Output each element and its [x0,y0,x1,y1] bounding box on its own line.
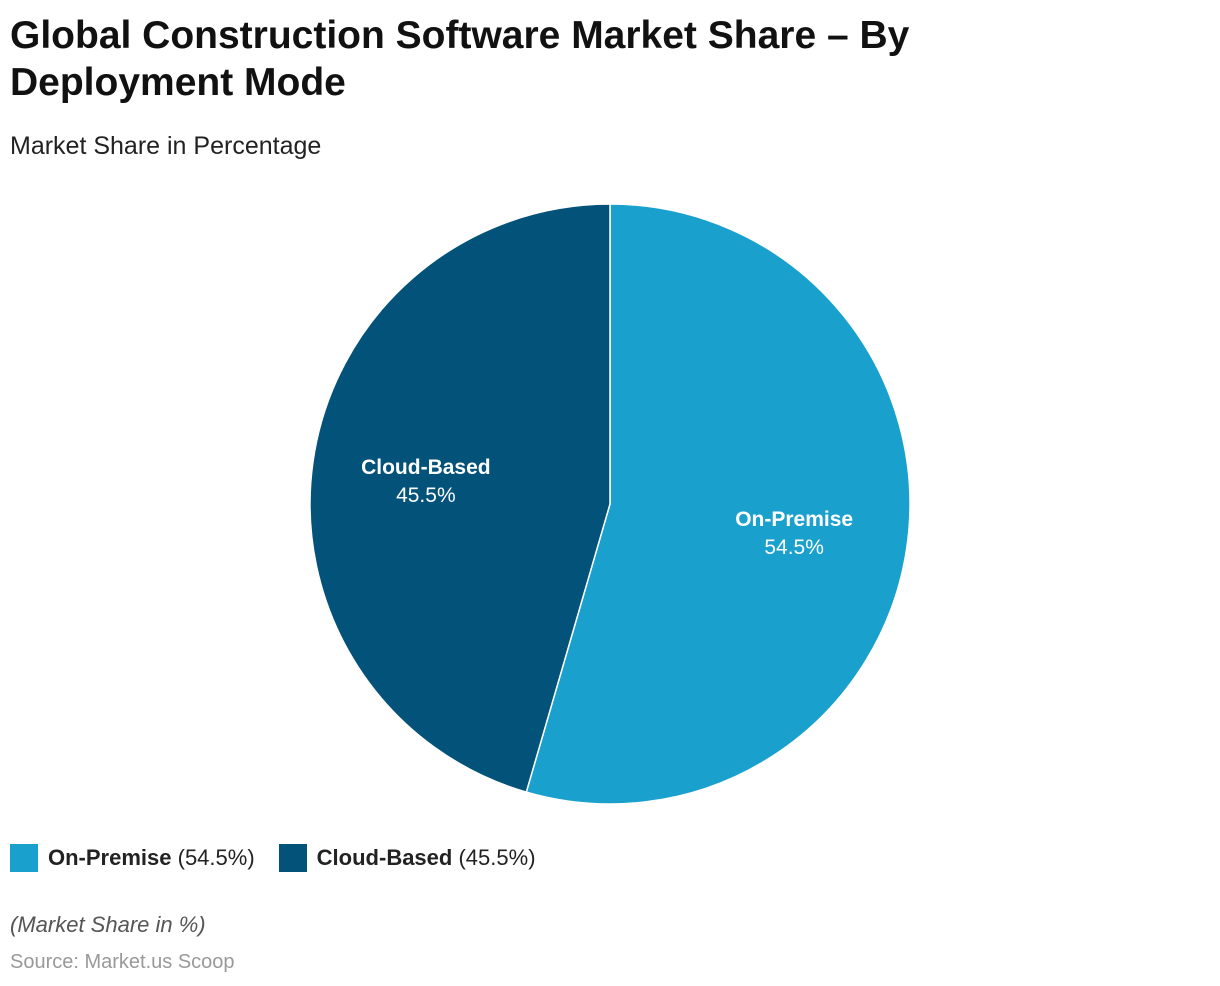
pie-slice-labels: On-Premise 54.5% Cloud-Based 45.5% [361,456,853,559]
slice-label-name-on-premise: On-Premise [735,508,853,531]
legend-item-cloud-based[interactable]: Cloud-Based (45.5%) [278,843,536,873]
chart-title: Global Construction Software Market Shar… [10,14,910,104]
legend-value-cloud-based: (45.5%) [458,845,536,870]
legend-swatch-cloud-based [278,844,307,872]
pie-slice-on-premise[interactable] [525,203,911,805]
legend-name-cloud-based: Cloud-Based [316,845,453,870]
legend-name-on-premise: On-Premise [48,845,172,870]
slice-label-name-cloud-based: Cloud-Based [361,456,491,479]
pie-slice-cloud-based[interactable] [309,203,611,794]
chart-legend: On-Premise (54.5%) Cloud-Based (45.5%) [10,843,536,873]
pie-slices [309,203,911,805]
chart-note: (Market Share in %) [10,912,206,937]
chart-source: Source: Market.us Scoop [10,951,235,973]
legend-item-on-premise[interactable]: On-Premise (54.5%) [10,843,255,873]
legend-value-on-premise: (54.5%) [177,845,255,870]
chart-subtitle: Market Share in Percentage [10,132,322,160]
slice-label-value-on-premise: 54.5% [764,536,824,559]
legend-swatch-on-premise [10,844,38,872]
slice-label-value-cloud-based: 45.5% [396,484,456,507]
